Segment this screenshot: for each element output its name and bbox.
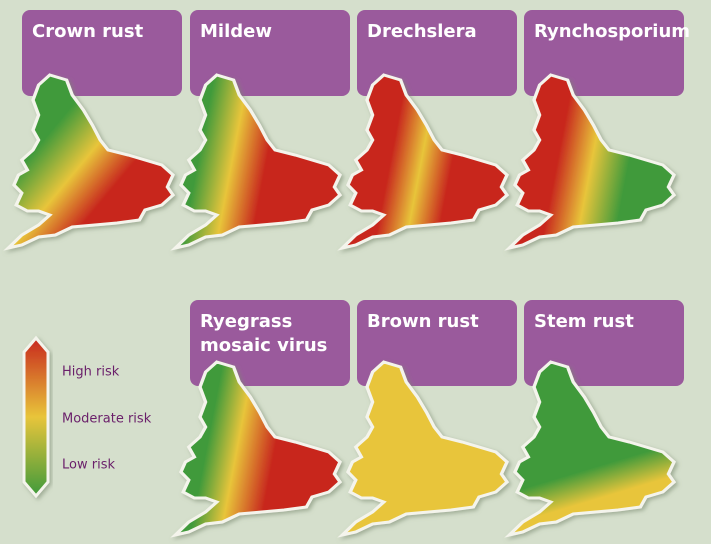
panel-title: Rynchosporium	[534, 21, 690, 42]
risk-map	[173, 73, 342, 250]
legend: High risk Moderate risk Low risk	[22, 335, 152, 499]
risk-map	[507, 73, 676, 250]
panel-title: Crown rust	[32, 21, 144, 42]
header-box	[22, 10, 182, 96]
panel-title: Mildew	[200, 21, 272, 42]
legend-label: High risk	[62, 365, 120, 380]
header-box	[524, 10, 684, 96]
panel-title: Stem rust	[534, 311, 634, 332]
legend-label: Moderate risk	[62, 412, 152, 427]
panel-title: Brown rust	[367, 311, 479, 332]
risk-map	[507, 360, 676, 537]
header-box	[190, 10, 350, 96]
risk-map	[6, 73, 175, 250]
panel-title: Ryegrass	[200, 311, 292, 332]
risk-map	[173, 360, 342, 537]
risk-map	[340, 73, 509, 250]
legend-scale	[22, 335, 50, 499]
legend-label: Low risk	[62, 458, 115, 473]
panel-title: Drechslera	[367, 21, 477, 42]
header-box	[357, 10, 517, 96]
panel-title: mosaic virus	[200, 335, 327, 356]
risk-map	[340, 360, 509, 537]
